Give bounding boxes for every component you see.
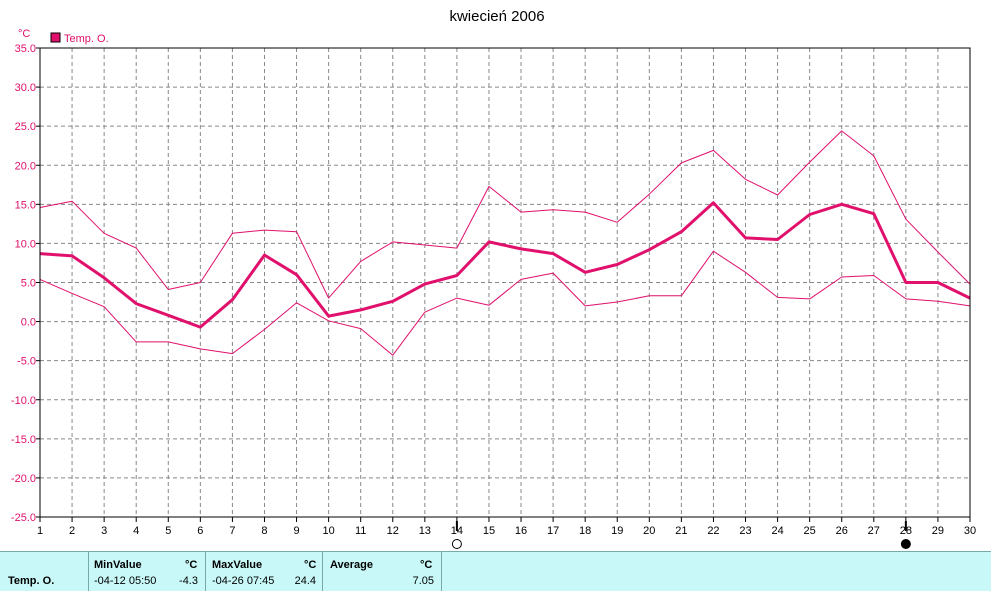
x-tick-label: 2 [69, 525, 75, 537]
x-tick-label: 4 [133, 525, 139, 537]
x-tick-label: 29 [932, 525, 944, 537]
y-tick-label: -25.0 [11, 512, 36, 524]
y-tick-label: -15.0 [11, 434, 36, 446]
x-tick-label: 20 [643, 525, 655, 537]
stats-series-cell: Temp. O. [0, 552, 89, 591]
y-tick-label: 25.0 [15, 121, 36, 133]
min-value-cell: MinValue °C -04-12 05:50 -4.3 [89, 552, 206, 591]
chart-title: kwiecień 2006 [449, 8, 544, 25]
average-number: 7.05 [412, 575, 434, 587]
legend-label: Temp. O. [64, 33, 109, 45]
y-tick-label: 20.0 [15, 160, 36, 172]
y-tick-label: -10.0 [11, 395, 36, 407]
y-tick-label: -5.0 [17, 356, 36, 368]
filled-circle-marker [900, 539, 911, 549]
average-unit: °C [420, 559, 433, 571]
open-circle-marker [451, 539, 462, 549]
max-value-time: -04-26 07:45 [212, 575, 275, 587]
plot-frame [39, 47, 971, 518]
y-tick-label: 35.0 [15, 43, 36, 55]
series-line-average [39, 201, 971, 329]
x-tick-label: 15 [483, 525, 495, 537]
x-tick-label: 27 [868, 525, 880, 537]
x-tick-label: 10 [322, 525, 334, 537]
statistics-panel: Temp. O. MinValue °C -04-12 05:50 -4.3 M… [0, 551, 991, 591]
average-cell: Average °C 7.05 [323, 552, 442, 591]
x-tick-label: 18 [579, 525, 591, 537]
day-markers [451, 521, 911, 549]
series-line-max [39, 130, 971, 299]
legend-swatch [50, 32, 61, 43]
x-tick-label: 12 [387, 525, 399, 537]
temperature-chart: kwiecień 2006 °C Temp. O. 35.030.025.020… [11, 8, 976, 549]
max-value-number: 24.4 [294, 575, 316, 587]
x-tick-label: 25 [804, 525, 816, 537]
y-tick-label: 5.0 [21, 278, 36, 290]
y-axis-ticks: 35.0 30.0 25.0 20.0 15.0 10.0 5.0 0.0 -5.0 -10.0 -… [11, 43, 40, 524]
x-tick-label: 30 [964, 525, 976, 537]
max-value-unit: °C [304, 559, 317, 571]
average-label: Average [330, 559, 374, 571]
x-tick-label: 8 [261, 525, 267, 537]
max-value-label: MaxValue [212, 559, 263, 571]
series-line-min [39, 250, 971, 356]
x-tick-label: 13 [419, 525, 431, 537]
x-tick-label: 6 [197, 525, 203, 537]
x-tick-label: 24 [771, 525, 783, 537]
stats-series-label: Temp. O. [8, 575, 55, 587]
x-tick-label: 1 [37, 525, 43, 537]
y-unit-label: °C [18, 28, 30, 40]
x-tick-label: 3 [101, 525, 107, 537]
x-tick-label: 19 [611, 525, 623, 537]
x-tick-label: 11 [355, 525, 366, 537]
x-axis-ticks: 1234567891011121314151617181920212223242… [37, 517, 976, 537]
x-tick-label: 22 [707, 525, 719, 537]
x-tick-label: 16 [515, 525, 527, 537]
x-tick-label: 17 [547, 525, 559, 537]
min-value-unit: °C [185, 559, 198, 571]
x-tick-label: 26 [836, 525, 848, 537]
max-value-cell: MaxValue °C -04-26 07:45 24.4 [206, 552, 323, 591]
y-tick-label: 10.0 [15, 238, 36, 250]
x-tick-label: 21 [675, 525, 687, 537]
x-tick-label: 23 [739, 525, 751, 537]
y-tick-label: -20.0 [11, 473, 36, 485]
min-value-label: MinValue [94, 559, 142, 571]
series-lines [39, 130, 971, 356]
y-tick-label: 30.0 [15, 82, 36, 94]
grid-lines [40, 48, 970, 517]
x-tick-label: 5 [165, 525, 171, 537]
y-tick-label: 0.0 [21, 317, 36, 329]
min-value-number: -4.3 [179, 575, 198, 587]
x-tick-label: 9 [293, 525, 299, 537]
y-tick-label: 15.0 [15, 199, 36, 211]
min-value-time: -04-12 05:50 [94, 575, 157, 587]
x-tick-label: 7 [229, 525, 235, 537]
